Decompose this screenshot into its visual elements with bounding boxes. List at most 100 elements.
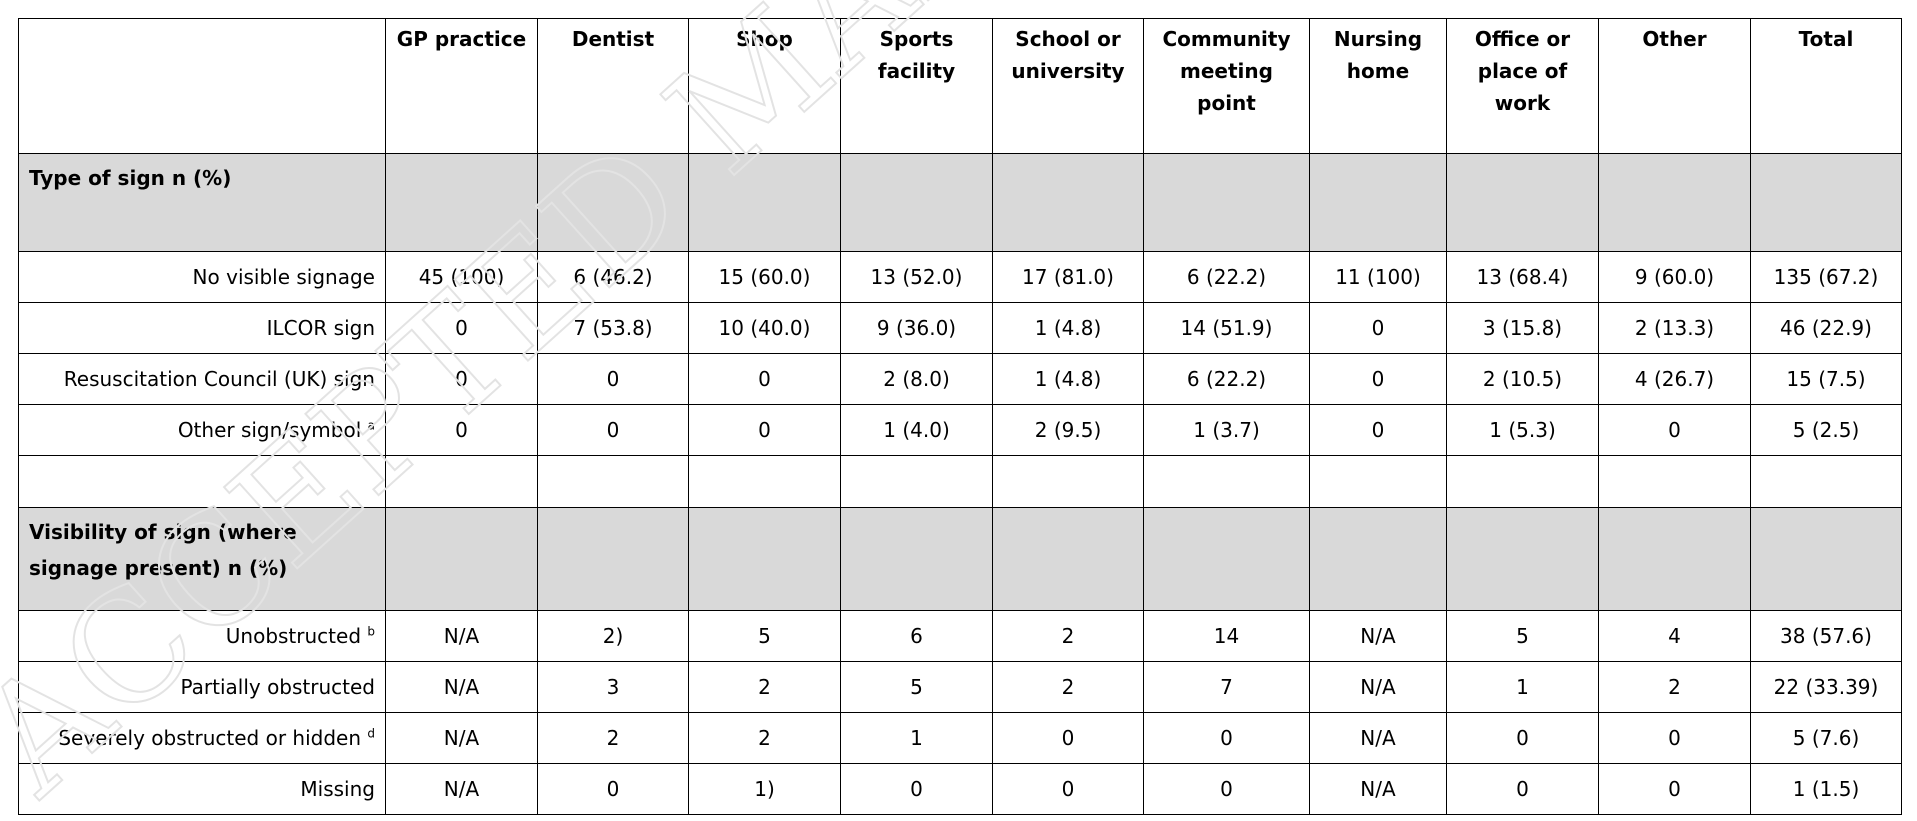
data-cell: 13 (52.0): [840, 251, 993, 303]
row-label: Severely obstructed or hidden: [58, 726, 362, 750]
data-cell: 11 (100): [1309, 251, 1447, 303]
data-cell: 1 (3.7): [1143, 404, 1310, 456]
section-cell: [992, 153, 1144, 252]
data-row: Partially obstructed N/A 3 2 5 2 7 N/A 1 2 22 (33.…: [18, 661, 1902, 713]
row-label: No visible signage: [192, 265, 375, 289]
blank-cell: [18, 455, 386, 508]
section-cell: [1750, 153, 1902, 252]
row-label-cell: Resuscitation Council (UK) sign: [18, 353, 386, 405]
column-header: Nursing home: [1309, 18, 1447, 154]
section-title: Visibility of sign (where signage presen…: [18, 507, 386, 611]
row-label-cell: Partially obstructed: [18, 661, 386, 713]
data-cell: 5 (2.5): [1750, 404, 1902, 456]
section-cell: [1143, 153, 1310, 252]
section-cell: [1446, 507, 1599, 611]
section-cell: [385, 153, 538, 252]
blank-cell: [1446, 455, 1599, 508]
data-cell: 0: [1446, 763, 1599, 815]
data-cell: 2: [992, 610, 1144, 662]
data-cell: 1 (4.0): [840, 404, 993, 456]
data-cell: 10 (40.0): [688, 302, 841, 354]
column-header: School or university: [992, 18, 1144, 154]
data-cell: 0: [1598, 404, 1751, 456]
data-cell: 0: [1598, 712, 1751, 764]
blank-cell: [992, 455, 1144, 508]
data-cell: 14 (51.9): [1143, 302, 1310, 354]
column-header: Office or place of work: [1446, 18, 1599, 154]
section-cell: [1446, 153, 1599, 252]
data-cell: 2: [992, 661, 1144, 713]
data-cell: 0: [688, 404, 841, 456]
data-cell: N/A: [1309, 712, 1447, 764]
data-cell: 2: [688, 661, 841, 713]
section-cell: [992, 507, 1144, 611]
row-label-cell: Unobstructed b: [18, 610, 386, 662]
data-cell: 1 (4.8): [992, 302, 1144, 354]
row-label: Unobstructed: [225, 624, 362, 648]
data-cell: 6: [840, 610, 993, 662]
footnote-mark: b: [367, 624, 375, 639]
data-cell: 15 (60.0): [688, 251, 841, 303]
data-row: Resuscitation Council (UK) sign 0 0 0 2 (8.0…: [18, 353, 1902, 405]
data-cell: 0: [385, 353, 538, 405]
section-cell: [1598, 153, 1751, 252]
data-cell: 5: [688, 610, 841, 662]
data-cell: 6 (22.2): [1143, 251, 1310, 303]
blank-row: [18, 455, 1902, 508]
data-cell: 0: [537, 353, 689, 405]
data-cell: N/A: [385, 763, 538, 815]
section-cell: [840, 153, 993, 252]
data-cell: 2 (8.0): [840, 353, 993, 405]
data-cell: 46 (22.9): [1750, 302, 1902, 354]
section-cell: [688, 153, 841, 252]
blank-cell: [1750, 455, 1902, 508]
data-cell: 5: [840, 661, 993, 713]
column-header: Shop: [688, 18, 841, 154]
row-label: ILCOR sign: [266, 316, 375, 340]
data-row: No visible signage 45 (100) 6 (46.2) 15 (60…: [18, 251, 1902, 303]
data-cell: 9 (36.0): [840, 302, 993, 354]
data-cell: N/A: [385, 661, 538, 713]
data-cell: 135 (67.2): [1750, 251, 1902, 303]
row-label-cell: No visible signage: [18, 251, 386, 303]
row-label: Missing: [300, 777, 375, 801]
data-cell: 1 (5.3): [1446, 404, 1599, 456]
data-cell: 2: [688, 712, 841, 764]
data-cell: 6 (46.2): [537, 251, 689, 303]
row-label-cell: Missing: [18, 763, 386, 815]
data-cell: 0: [840, 763, 993, 815]
data-cell: N/A: [385, 610, 538, 662]
data-cell: 5 (7.6): [1750, 712, 1902, 764]
data-cell: 3 (15.8): [1446, 302, 1599, 354]
data-table: GP practice Dentist Shop Sports facility Sch…: [18, 18, 1902, 815]
data-cell: N/A: [1309, 763, 1447, 815]
data-row: ILCOR sign 0 7 (53.8) 10 (40.0) 9 (36.0) 1 (4…: [18, 302, 1902, 354]
column-header: Community meeting point: [1143, 18, 1310, 154]
section-title: Type of sign n (%): [18, 153, 386, 252]
data-row: Unobstructed b N/A 2) 5 6 2 14 N/A 5 4 38 (57.6): [18, 610, 1902, 662]
data-cell: 0: [1598, 763, 1751, 815]
data-cell: 15 (7.5): [1750, 353, 1902, 405]
data-cell: 2: [537, 712, 689, 764]
data-cell: 7: [1143, 661, 1310, 713]
section-cell: [1309, 153, 1447, 252]
data-cell: 1 (1.5): [1750, 763, 1902, 815]
data-cell: 6 (22.2): [1143, 353, 1310, 405]
blank-cell: [537, 455, 689, 508]
data-cell: N/A: [1309, 610, 1447, 662]
data-cell: 38 (57.6): [1750, 610, 1902, 662]
data-row: Missing N/A 0 1) 0 0 0 N/A 0 0 1 (1.5): [18, 763, 1902, 815]
column-header: Other: [1598, 18, 1751, 154]
row-label-cell: Other sign/symbol a: [18, 404, 386, 456]
blank-cell: [840, 455, 993, 508]
section-cell: [688, 507, 841, 611]
data-cell: 7 (53.8): [537, 302, 689, 354]
data-cell: 4: [1598, 610, 1751, 662]
data-cell: 0: [1309, 353, 1447, 405]
row-label: Other sign/symbol: [177, 418, 362, 442]
data-cell: 0: [385, 302, 538, 354]
data-cell: 2): [537, 610, 689, 662]
data-cell: 1: [1446, 661, 1599, 713]
data-cell: 0: [385, 404, 538, 456]
